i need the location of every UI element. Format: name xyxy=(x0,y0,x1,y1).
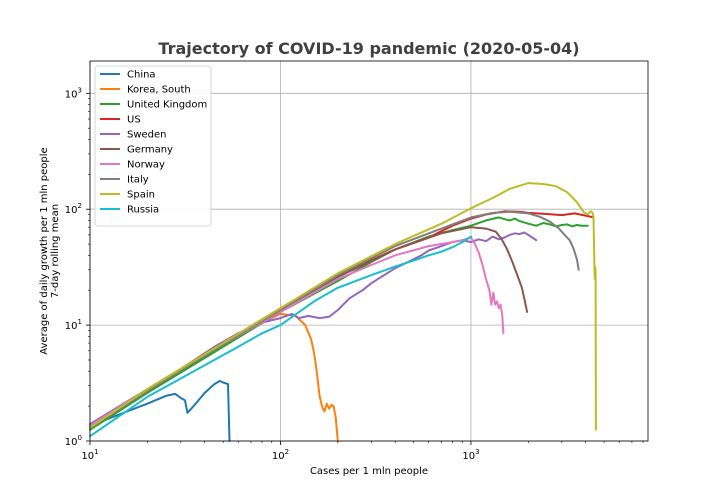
legend-label-7: Italy xyxy=(127,175,149,186)
legend-label-5: Germany xyxy=(127,145,173,156)
series-line-0 xyxy=(89,379,231,442)
x-tick-label: 103 xyxy=(462,448,479,462)
y-tick-label: 101 xyxy=(65,318,82,332)
plot-frame xyxy=(89,60,649,442)
legend-label-1: Korea, South xyxy=(127,85,191,96)
y-axis-label-line2: 7-day rolling mean xyxy=(50,204,61,298)
legend-label-9: Russia xyxy=(127,205,159,216)
x-tick-label: 101 xyxy=(81,448,98,462)
legend-label-6: Norway xyxy=(127,160,165,171)
chart-title: Trajectory of COVID-19 pandemic (2020-05… xyxy=(158,39,579,58)
y-tick-label: 100 xyxy=(65,434,82,448)
legend-label-3: US xyxy=(127,115,141,126)
legend-label-4: Sweden xyxy=(127,130,167,141)
x-axis-label: Cases per 1 mln people xyxy=(310,466,428,477)
legend-label-8: Spain xyxy=(127,190,155,201)
series-line-7 xyxy=(89,210,580,429)
series-line-6 xyxy=(89,236,505,427)
legend-label-2: United Kingdom xyxy=(127,100,207,111)
legend: China Korea, South United Kingdom US Sweden G… xyxy=(94,65,212,227)
series-group xyxy=(89,182,597,442)
y-tick-label: 103 xyxy=(65,86,82,100)
y-axis-label-line1: Average of daily growth per 1 mln people xyxy=(39,147,50,354)
legend-label-0: China xyxy=(127,70,156,81)
x-tick-label: 102 xyxy=(272,448,289,462)
series-line-9 xyxy=(89,235,472,438)
series-line-8 xyxy=(89,182,597,431)
y-tick-label: 102 xyxy=(65,202,82,216)
legend-box xyxy=(94,65,212,227)
